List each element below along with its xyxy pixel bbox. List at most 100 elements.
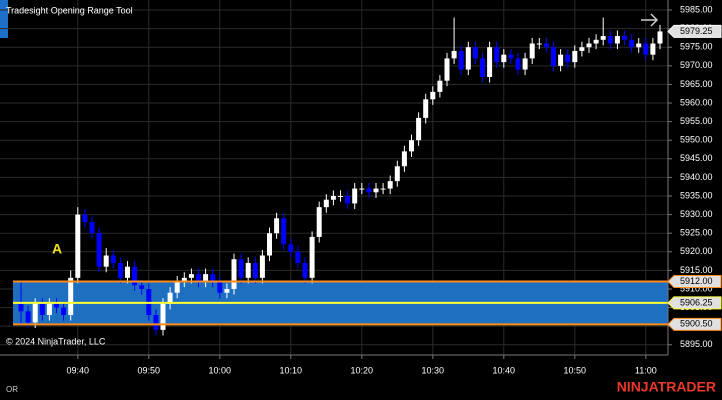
candle-body [18,303,24,312]
candle-body [472,47,478,59]
y-tick-label: 5940.00 [680,172,713,182]
price-tag-label: 5912.00 [680,276,713,286]
y-tick-label: 5895.00 [680,339,713,349]
candle-body [394,166,400,182]
candle-body [607,36,613,44]
candle-body [338,196,343,198]
candle-body [494,47,500,63]
candle-body [139,285,145,289]
candle-body [636,43,642,48]
candle-body [32,303,38,323]
candle-body [622,36,627,40]
y-tick-label: 5925.00 [680,228,713,238]
candle-body [46,303,52,316]
x-tick-label: 10:40 [493,365,516,375]
candle-body [309,236,315,278]
candle-body [267,233,272,256]
brand-logo: NINJATRADER [617,379,716,395]
candle-body [380,188,386,190]
candle-body [110,255,116,263]
candle-body [600,36,606,40]
candle-body [416,117,422,141]
candle-body [96,233,102,267]
y-tick-label: 5935.00 [680,190,713,200]
candle-body [515,58,521,70]
y-tick-label: 5955.00 [680,116,713,126]
price-tag [667,317,722,331]
y-tick-label: 5945.00 [680,153,713,163]
candle-body [401,151,407,167]
candle-body [252,262,258,278]
x-tick-label: 10:10 [280,365,303,375]
candle-body [437,80,443,92]
candle-body [657,31,663,44]
candle-body [89,222,95,234]
candle-body [359,188,365,190]
candle-body [103,255,109,267]
y-tick-label: 5960.00 [680,97,713,107]
candle-body [274,218,280,234]
candle-body [288,244,294,252]
candle-body [75,214,81,278]
candle-body [68,277,74,316]
candle-body [458,50,464,70]
side-tab [0,0,8,38]
x-tick-label: 10:30 [422,365,445,375]
candle-body [487,47,493,77]
price-tag [667,296,722,310]
candle-body [61,307,67,316]
candle-body [167,292,173,304]
candle-body [330,196,336,200]
candle-body [316,207,322,237]
candle-body [217,281,223,293]
x-tick-label: 10:00 [209,365,232,375]
x-tick-label: 10:50 [564,365,587,375]
price-tag-label: 5906.25 [680,297,713,307]
candle-body [245,262,251,278]
candle-body [160,303,166,330]
y-tick-label: 5970.00 [680,60,713,70]
x-tick-label: 09:50 [138,365,161,375]
candle-body [238,259,244,278]
footer-label: OR [6,385,18,394]
candle-body [430,91,436,100]
candle-body [480,58,485,77]
candle-body [323,199,329,208]
candle-body [572,50,578,63]
price-tag [667,275,722,289]
candle-body [345,196,351,204]
candle-body [650,43,656,55]
annotation: A [52,241,62,257]
candle-body [25,311,31,323]
y-tick-label: 5985.00 [680,4,713,14]
candle-body [153,315,159,330]
candle-body [54,303,59,308]
y-tick-label: 5950.00 [680,135,713,145]
candle-body [643,43,649,55]
candle-body [551,47,556,66]
y-tick-label: 5920.00 [680,246,713,256]
y-tick-label: 5965.00 [680,79,713,89]
price-tag [667,24,722,38]
copyright: © 2024 NinjaTrader, LLC [6,336,106,346]
candle-body [373,188,379,193]
chart-title: Tradesight Opening Range Tool [6,5,133,15]
candle-body [132,266,138,286]
candle-body [224,288,230,293]
candle-body [409,140,414,152]
candle-body [444,58,450,81]
candle-body [366,188,372,193]
candle-body [181,277,187,282]
candle-body [203,274,209,282]
candle-body [39,303,45,316]
candle-body [565,54,571,63]
candle-body [543,43,549,48]
scroll-arrow[interactable] [641,13,659,27]
candle-body [117,262,123,278]
candle-body [522,58,528,70]
candle-body [423,99,429,118]
candle-body [196,274,201,282]
y-tick-label: 5975.00 [680,42,713,52]
